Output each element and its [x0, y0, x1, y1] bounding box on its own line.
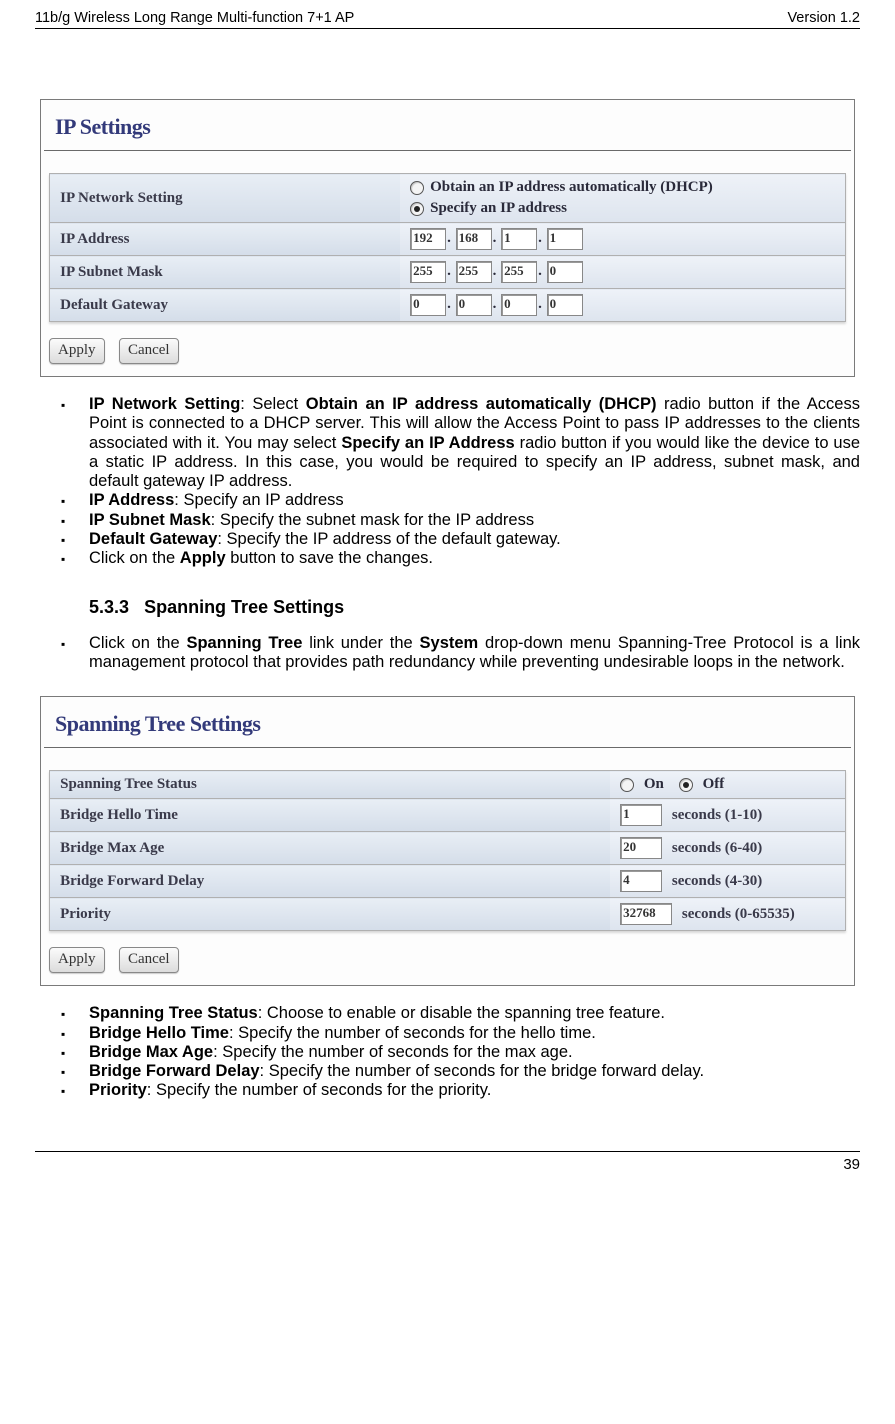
button-row: Apply Cancel [41, 322, 854, 376]
section-heading: 5.3.3 Spanning Tree Settings [89, 597, 860, 618]
row-subnet-mask: IP Subnet Mask 255. 255. 255. 0 [50, 256, 846, 289]
radio-dhcp[interactable] [410, 181, 424, 195]
row-priority: Priority 32768 seconds (0-65535) [50, 898, 846, 931]
gw-octet-3[interactable]: 0 [501, 294, 537, 316]
spanning-description-list: Spanning Tree Status: Choose to enable o… [61, 1004, 860, 1100]
cancel-button[interactable]: Cancel [119, 338, 179, 364]
bullet-priority: Priority: Specify the number of seconds … [61, 1081, 860, 1100]
value-status: On Off [610, 771, 845, 799]
label-subnet: IP Subnet Mask [50, 256, 401, 289]
label-priority: Priority [50, 898, 611, 931]
mask-octet-2[interactable]: 255 [456, 261, 492, 283]
range-age: seconds (6-40) [672, 840, 762, 856]
page-footer: 39 [35, 1151, 860, 1173]
gw-octet-2[interactable]: 0 [456, 294, 492, 316]
bullet-spanning-intro: Click on the Spanning Tree link under th… [61, 634, 860, 673]
label-specify: Specify an IP address [430, 200, 567, 217]
spanning-title: Spanning Tree Settings [55, 711, 260, 736]
label-dhcp: Obtain an IP address automatically (DHCP… [430, 179, 713, 196]
panel-title: Spanning Tree Settings [41, 697, 854, 747]
divider [44, 150, 851, 151]
header-right: Version 1.2 [787, 10, 860, 26]
ip-description-list: IP Network Setting: Select Obtain an IP … [61, 395, 860, 569]
label-hello: Bridge Hello Time [50, 799, 611, 832]
spanning-panel: Spanning Tree Settings Spanning Tree Sta… [40, 696, 855, 986]
mask-octet-1[interactable]: 255 [410, 261, 446, 283]
label-age: Bridge Max Age [50, 832, 611, 865]
row-ip-address: IP Address 192. 168. 1. 1 [50, 223, 846, 256]
range-fwd: seconds (4-30) [672, 873, 762, 889]
ip-settings-title: IP Settings [55, 114, 150, 139]
header-left: 11b/g Wireless Long Range Multi-function… [35, 10, 354, 26]
label-gateway: Default Gateway [50, 289, 401, 322]
apply-button[interactable]: Apply [49, 947, 105, 973]
section-title: Spanning Tree Settings [144, 597, 344, 617]
bullet-gateway: Default Gateway: Specify the IP address … [61, 530, 860, 549]
button-row: Apply Cancel [41, 931, 854, 985]
divider [44, 747, 851, 748]
bullet-age: Bridge Max Age: Specify the number of se… [61, 1043, 860, 1062]
apply-button[interactable]: Apply [49, 338, 105, 364]
value-priority: 32768 seconds (0-65535) [610, 898, 845, 931]
radio-off[interactable] [679, 778, 693, 792]
range-priority: seconds (0-65535) [682, 906, 795, 922]
mask-octet-4[interactable]: 0 [547, 261, 583, 283]
value-gateway: 0. 0. 0. 0 [400, 289, 845, 322]
range-hello: seconds (1-10) [672, 807, 762, 823]
ip-octet-3[interactable]: 1 [501, 228, 537, 250]
row-fwd: Bridge Forward Delay 4 seconds (4-30) [50, 865, 846, 898]
bullet-subnet: IP Subnet Mask: Specify the subnet mask … [61, 511, 860, 530]
bullet-fwd: Bridge Forward Delay: Specify the number… [61, 1062, 860, 1081]
row-gateway: Default Gateway 0. 0. 0. 0 [50, 289, 846, 322]
label-status: Spanning Tree Status [50, 771, 611, 799]
ip-config-table: IP Network Setting Obtain an IP address … [49, 173, 846, 322]
bullet-hello: Bridge Hello Time: Specify the number of… [61, 1024, 860, 1043]
ip-octet-2[interactable]: 168 [456, 228, 492, 250]
page: 11b/g Wireless Long Range Multi-function… [0, 0, 895, 1193]
gw-octet-1[interactable]: 0 [410, 294, 446, 316]
bullet-status: Spanning Tree Status: Choose to enable o… [61, 1004, 860, 1023]
label-fwd: Bridge Forward Delay [50, 865, 611, 898]
bullet-ip-network: IP Network Setting: Select Obtain an IP … [61, 395, 860, 491]
value-ip-address: 192. 168. 1. 1 [400, 223, 845, 256]
row-age: Bridge Max Age 20 seconds (6-40) [50, 832, 846, 865]
value-age: 20 seconds (6-40) [610, 832, 845, 865]
value-subnet: 255. 255. 255. 0 [400, 256, 845, 289]
bullet-apply: Click on the Apply button to save the ch… [61, 549, 860, 568]
mask-octet-3[interactable]: 255 [501, 261, 537, 283]
row-hello: Bridge Hello Time 1 seconds (1-10) [50, 799, 846, 832]
input-fwd[interactable]: 4 [620, 870, 662, 892]
spanning-config-table: Spanning Tree Status On Off Bridge Hello… [49, 770, 846, 931]
bullet-ip-address: IP Address: Specify an IP address [61, 491, 860, 510]
value-hello: 1 seconds (1-10) [610, 799, 845, 832]
input-priority[interactable]: 32768 [620, 903, 672, 925]
value-fwd: 4 seconds (4-30) [610, 865, 845, 898]
label-ip-address: IP Address [50, 223, 401, 256]
input-hello[interactable]: 1 [620, 804, 662, 826]
radio-specify[interactable] [410, 202, 424, 216]
input-age[interactable]: 20 [620, 837, 662, 859]
gw-octet-4[interactable]: 0 [547, 294, 583, 316]
ip-settings-panel: IP Settings IP Network Setting Obtain an… [40, 99, 855, 377]
panel-title: IP Settings [41, 100, 854, 150]
ip-octet-1[interactable]: 192 [410, 228, 446, 250]
label-off: Off [703, 776, 725, 792]
section-number: 5.3.3 [89, 597, 129, 617]
cancel-button[interactable]: Cancel [119, 947, 179, 973]
label-ip-network: IP Network Setting [50, 174, 401, 223]
spanning-intro-list: Click on the Spanning Tree link under th… [61, 634, 860, 673]
page-header: 11b/g Wireless Long Range Multi-function… [35, 10, 860, 29]
label-on: On [644, 776, 664, 792]
row-network-setting: IP Network Setting Obtain an IP address … [50, 174, 846, 223]
page-number: 39 [843, 1156, 860, 1173]
radio-on[interactable] [620, 778, 634, 792]
ip-octet-4[interactable]: 1 [547, 228, 583, 250]
row-status: Spanning Tree Status On Off [50, 771, 846, 799]
value-ip-network: Obtain an IP address automatically (DHCP… [400, 174, 845, 223]
